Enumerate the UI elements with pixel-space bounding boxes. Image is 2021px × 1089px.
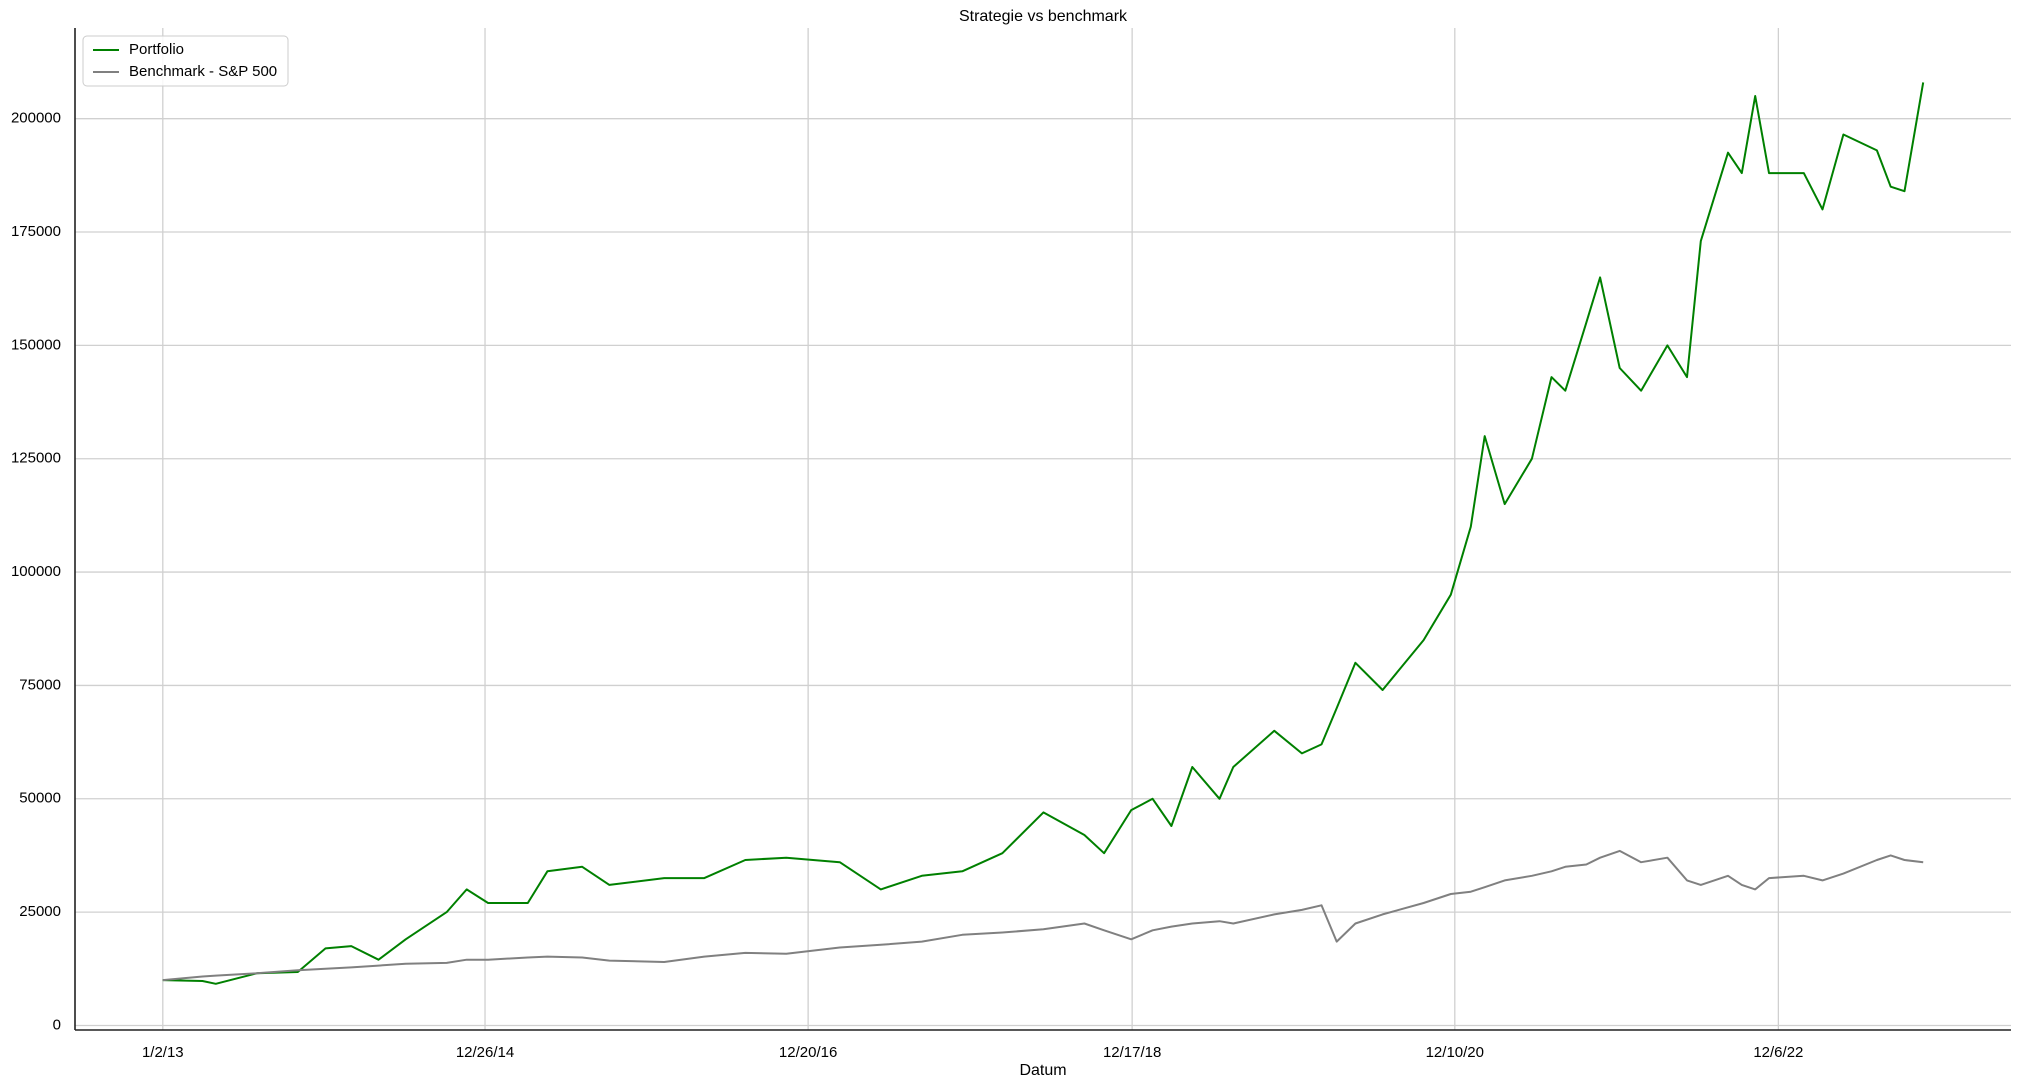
legend: Portfolio Benchmark - S&P 500 bbox=[82, 35, 289, 87]
x-tick-label: 12/6/22 bbox=[1753, 1044, 1803, 1061]
y-tick-label: 50000 bbox=[19, 790, 61, 807]
y-tick-label: 75000 bbox=[19, 676, 61, 693]
y-tick-label: 125000 bbox=[11, 450, 61, 467]
y-tick-label: 150000 bbox=[11, 336, 61, 353]
x-axis-label: Datum bbox=[1019, 1062, 1066, 1079]
x-tick-label: 12/17/18 bbox=[1103, 1044, 1161, 1061]
legend-label: Benchmark - S&P 500 bbox=[129, 63, 277, 80]
x-tick-label: 12/26/14 bbox=[456, 1044, 514, 1061]
y-tick-label: 175000 bbox=[11, 223, 61, 240]
legend-frame bbox=[82, 35, 289, 87]
series-line bbox=[162, 849, 1924, 982]
chart-title: Strategie vs benchmark bbox=[959, 8, 1128, 25]
y-tick-label: 0 bbox=[53, 1016, 61, 1033]
legend-label: Portfolio bbox=[129, 41, 184, 58]
x-tick-label: 12/20/16 bbox=[779, 1044, 837, 1061]
y-tick-label: 200000 bbox=[11, 110, 61, 127]
y-tick-label: 25000 bbox=[19, 903, 61, 920]
x-tick-label: 1/2/13 bbox=[142, 1044, 184, 1061]
series-line bbox=[162, 82, 1925, 985]
x-tick-label: 12/10/20 bbox=[1426, 1044, 1484, 1061]
y-tick-label: 100000 bbox=[11, 563, 61, 580]
